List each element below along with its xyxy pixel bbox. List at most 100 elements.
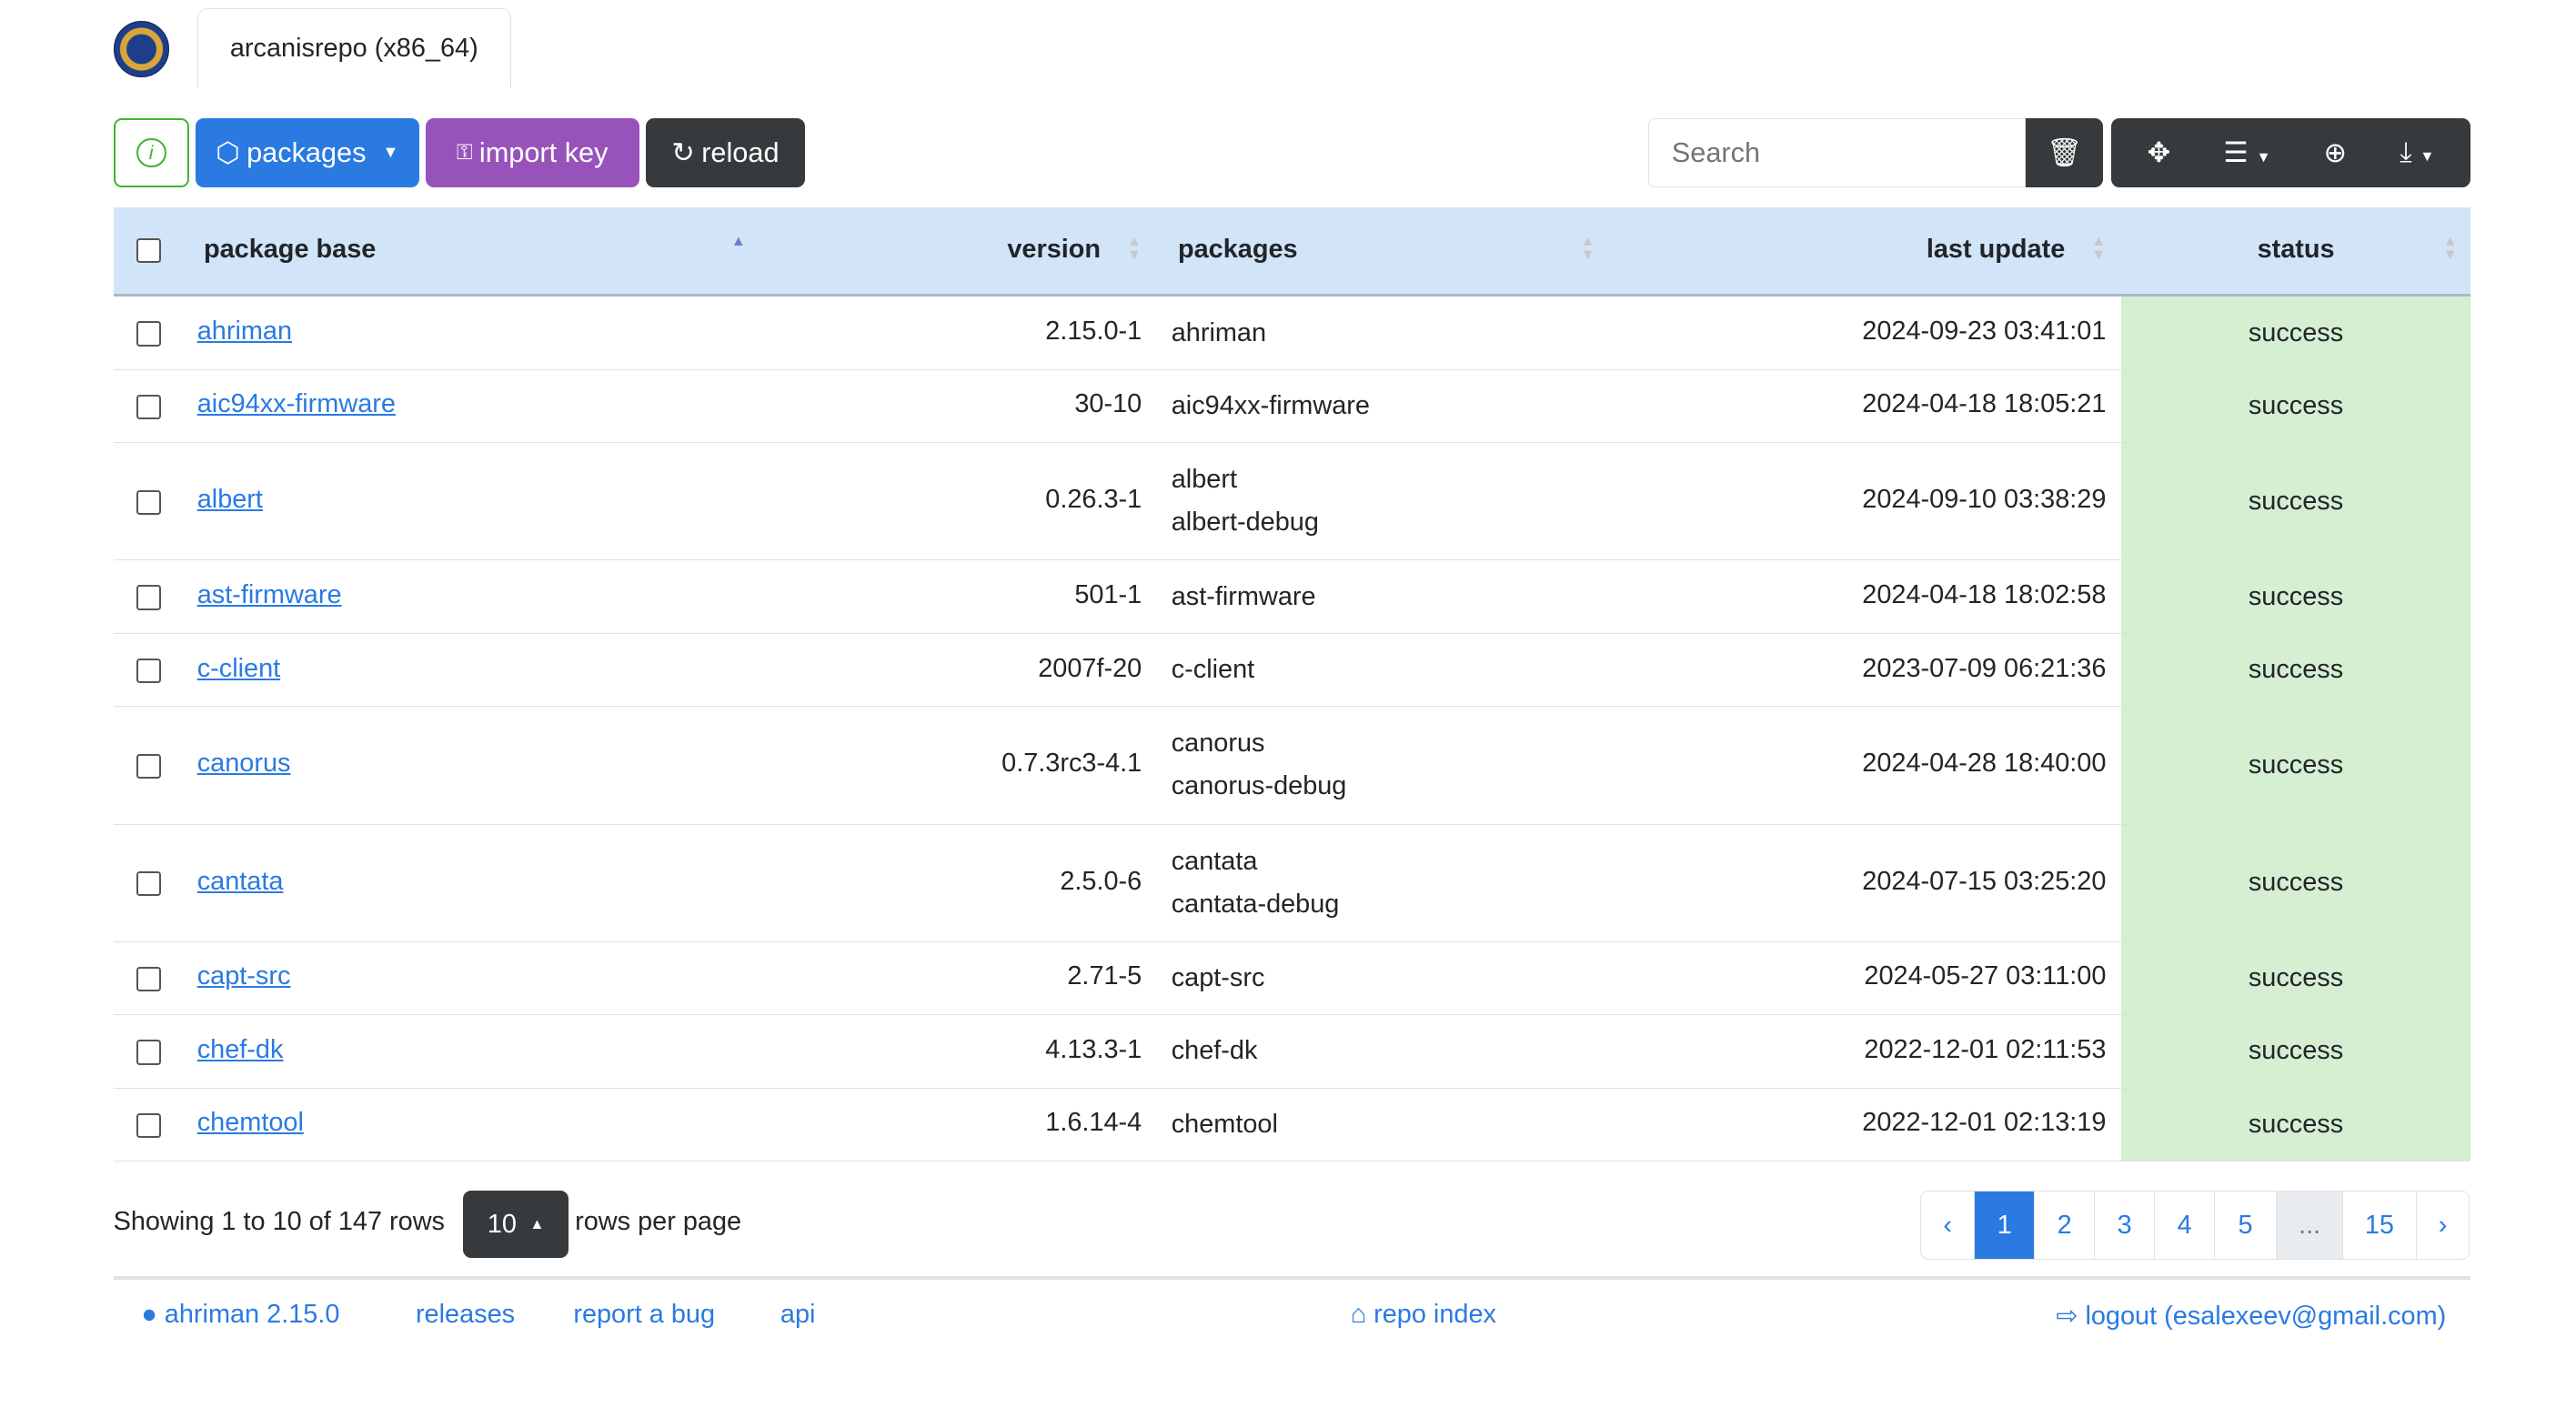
page-button[interactable]: › bbox=[2415, 1192, 2470, 1260]
version: 2.15.0-1 bbox=[1045, 316, 1142, 346]
showing-text: Showing 1 to 10 of 147 rows bbox=[113, 1207, 445, 1237]
version: 30-10 bbox=[1074, 389, 1142, 419]
version: 501-1 bbox=[1074, 580, 1142, 610]
table-row: chef-dk 4.13.3-1 chef-dk 2022-12-01 02:1… bbox=[113, 1015, 2471, 1089]
status-text: success bbox=[2248, 486, 2344, 516]
last-update: 2024-05-27 03:11:00 bbox=[1864, 961, 2107, 991]
row-checkbox[interactable] bbox=[136, 966, 162, 992]
package-base-link[interactable]: ast-firmware bbox=[196, 580, 342, 610]
package-base-link[interactable]: cantata bbox=[196, 866, 284, 896]
repo-index-label: repo index bbox=[1374, 1299, 1496, 1329]
repo-index-link[interactable]: ⌂ repo index bbox=[1351, 1300, 1496, 1330]
api-link[interactable]: api bbox=[780, 1299, 816, 1329]
status-badge: success bbox=[2120, 1015, 2471, 1088]
col-packages[interactable]: packages bbox=[1177, 235, 1298, 265]
status-badge: success bbox=[2120, 824, 2471, 941]
row-checkbox[interactable] bbox=[136, 753, 162, 779]
footer-divider bbox=[113, 1276, 2471, 1280]
caret-up-icon: ▲ bbox=[529, 1215, 545, 1232]
packages-cell: capt-src bbox=[1172, 957, 1265, 1000]
reload-button[interactable]: ↻ reload bbox=[645, 118, 805, 187]
last-update: 2024-04-18 18:02:58 bbox=[1862, 580, 2107, 610]
packages-cell: ahriman bbox=[1172, 312, 1266, 355]
rows-per-page-label: rows per page bbox=[575, 1207, 742, 1237]
packages-cell: c-client bbox=[1172, 649, 1254, 691]
page-button[interactable]: 4 bbox=[2154, 1192, 2214, 1260]
sort-asc-icon: ▲ bbox=[730, 233, 746, 250]
col-last-update[interactable]: last update bbox=[1926, 235, 2066, 265]
info-button[interactable]: i bbox=[113, 118, 189, 187]
row-checkbox[interactable] bbox=[136, 489, 162, 516]
package-base-link[interactable]: chemtool bbox=[196, 1108, 304, 1138]
import-key-button[interactable]: ⚿ import key bbox=[425, 118, 639, 187]
packages-cell: canorus canorus-debug bbox=[1172, 722, 1347, 808]
download-icon[interactable]: ⤓ ▼ bbox=[2400, 136, 2435, 168]
github-icon: ● bbox=[141, 1299, 157, 1329]
reload-label: reload bbox=[701, 136, 780, 168]
clear-search-button[interactable]: 🗑 bbox=[2025, 118, 2103, 187]
packages-cell: aic94xx-firmware bbox=[1172, 385, 1370, 427]
last-update: 2022-12-01 02:13:19 bbox=[1862, 1108, 2107, 1138]
last-update: 2024-04-28 18:40:00 bbox=[1862, 749, 2107, 779]
row-checkbox[interactable] bbox=[136, 871, 162, 897]
box-icon: ⬡ bbox=[216, 136, 240, 168]
releases-link[interactable]: releases bbox=[415, 1299, 516, 1329]
status-text: success bbox=[2248, 962, 2344, 992]
col-package-base[interactable]: package base bbox=[203, 235, 377, 265]
package-base-link[interactable]: chef-dk bbox=[196, 1034, 284, 1064]
packages-cell: ast-firmware bbox=[1172, 576, 1316, 618]
version: 2.71-5 bbox=[1067, 961, 1142, 991]
packages-cell: albert albert-debug bbox=[1172, 458, 1319, 544]
version-link[interactable]: ● ahriman 2.15.0 bbox=[141, 1300, 339, 1330]
row-checkbox[interactable] bbox=[136, 321, 162, 347]
page-button[interactable]: 3 bbox=[2094, 1192, 2154, 1260]
last-update: 2024-04-18 18:05:21 bbox=[1862, 389, 2107, 419]
page-button-active[interactable]: 1 bbox=[1974, 1192, 2035, 1260]
package-name: canorus-debug bbox=[1171, 771, 1347, 801]
package-base-link[interactable]: canorus bbox=[196, 749, 291, 779]
sort-icon: ▲ ▼ bbox=[2442, 233, 2458, 263]
version: 4.13.3-1 bbox=[1045, 1034, 1142, 1064]
col-version[interactable]: version bbox=[1007, 235, 1102, 265]
package-base-link[interactable]: albert bbox=[196, 485, 263, 515]
page-button[interactable]: ‹ bbox=[1943, 1210, 1953, 1240]
package-name: ast-firmware bbox=[1171, 581, 1316, 611]
reload-icon: ↻ bbox=[671, 136, 695, 168]
row-checkbox[interactable] bbox=[136, 1040, 162, 1065]
select-all-checkbox[interactable] bbox=[136, 237, 162, 264]
row-checkbox[interactable] bbox=[136, 658, 162, 684]
table-header: package base ▲ version ▲ ▼ packages ▲ ▼ la… bbox=[113, 206, 2471, 297]
import-key-label: import key bbox=[478, 136, 609, 168]
logout-link[interactable]: ⇨ logout (esalexeev@gmail.com) bbox=[2056, 1300, 2446, 1332]
package-name: capt-src bbox=[1171, 963, 1265, 993]
row-checkbox[interactable] bbox=[136, 1112, 162, 1139]
status-badge: success bbox=[2120, 560, 2471, 633]
key-icon: ⚿ bbox=[456, 140, 473, 165]
package-base-link[interactable]: ahriman bbox=[196, 316, 293, 346]
package-name: c-client bbox=[1171, 655, 1255, 685]
search-input[interactable] bbox=[1647, 118, 2026, 187]
col-status[interactable]: status bbox=[2257, 235, 2335, 265]
repo-tab[interactable]: arcanisrepo (x86_64) bbox=[196, 8, 511, 88]
last-update: 2022-12-01 02:11:53 bbox=[1864, 1034, 2107, 1064]
row-checkbox[interactable] bbox=[136, 394, 162, 420]
status-text: success bbox=[2248, 317, 2344, 347]
version: 2.5.0-6 bbox=[1060, 866, 1142, 896]
columns-icon[interactable]: ☰ ▼ bbox=[2223, 136, 2271, 168]
packages-button[interactable]: ⬡ packages ▼ bbox=[195, 118, 419, 187]
package-base-link[interactable]: capt-src bbox=[196, 961, 291, 991]
last-update: 2024-09-23 03:41:01 bbox=[1862, 316, 2107, 346]
table-row: aic94xx-firmware 30-10 aic94xx-firmware … bbox=[113, 369, 2471, 444]
row-checkbox[interactable] bbox=[136, 585, 162, 610]
page-button[interactable]: 5 bbox=[2214, 1192, 2276, 1260]
package-name: aic94xx-firmware bbox=[1171, 391, 1370, 420]
page-button[interactable]: 2 bbox=[2034, 1192, 2094, 1260]
zoom-in-icon[interactable]: ⊕ bbox=[2323, 136, 2348, 168]
page-button[interactable]: 15 bbox=[2342, 1192, 2415, 1260]
package-base-link[interactable]: c-client bbox=[196, 653, 281, 683]
package-base-link[interactable]: aic94xx-firmware bbox=[196, 389, 396, 419]
fullscreen-icon[interactable]: ✥ bbox=[2147, 136, 2171, 168]
status-text: success bbox=[2248, 581, 2344, 611]
page-size-button[interactable]: 10 ▲ bbox=[463, 1191, 569, 1259]
report-bug-link[interactable]: report a bug bbox=[573, 1299, 716, 1329]
